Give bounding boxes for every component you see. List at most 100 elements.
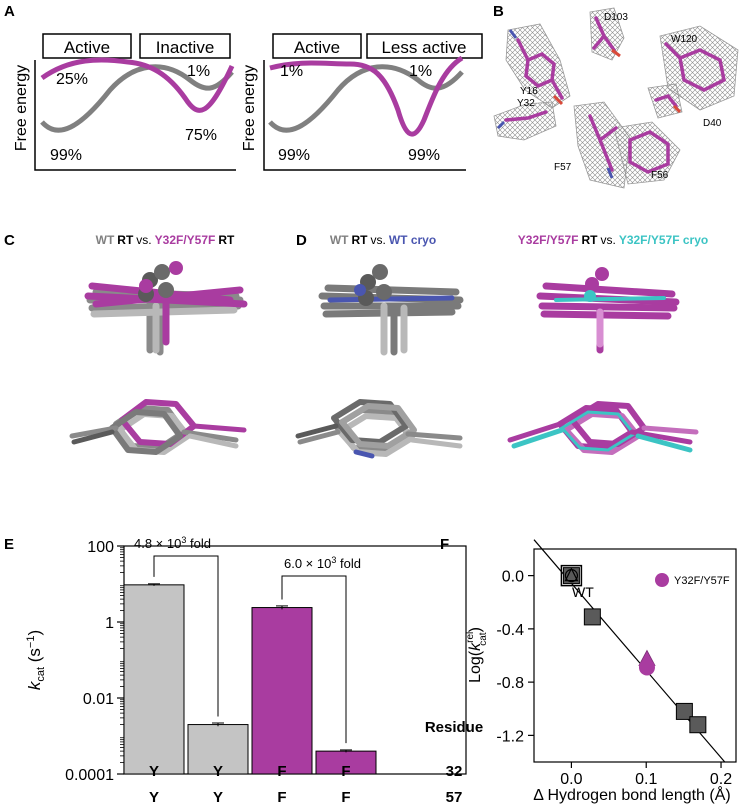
state-box-active-2 — [272, 33, 362, 59]
fold-bracket-1 — [153, 555, 219, 717]
c-title-vs: vs. — [136, 233, 151, 247]
panel-label-d: D — [296, 232, 307, 249]
residue-label-w120: W120 — [671, 34, 698, 45]
fold-label-2: 6.0 × 103 fold — [284, 555, 361, 571]
y-tick-label: -0.8 — [496, 675, 524, 692]
atom-sphere — [376, 284, 392, 300]
d2-title-vs: vs. — [600, 233, 615, 247]
residue-sticks — [504, 16, 726, 174]
state-label-less-active: Less active — [381, 38, 466, 57]
d-title-rt: RT — [351, 233, 368, 247]
x-tick-label: 0.0 — [560, 771, 582, 788]
residue-label-y16: Y16 — [520, 86, 538, 97]
data-point-square — [689, 716, 707, 734]
residue-number: 57 — [446, 789, 463, 806]
x-tick-label: 0.1 — [635, 771, 657, 788]
pct-gray-right: 1% — [187, 63, 210, 80]
atom-sphere — [372, 264, 388, 280]
y-axis-label: kcat (s−1) — [25, 630, 47, 690]
wt-label: WT — [572, 584, 594, 600]
atom-sphere — [585, 277, 599, 291]
magenta-energy-curve-2 — [269, 55, 464, 137]
atom-sphere — [584, 290, 596, 302]
d-title-cryo: WT cryo — [389, 233, 436, 247]
residue-cell: F — [277, 763, 286, 780]
state-label-inactive: Inactive — [156, 38, 215, 57]
legend-marker — [655, 573, 669, 587]
atom-sphere — [158, 282, 174, 298]
c-title-wt: WT — [96, 233, 115, 247]
bar — [251, 607, 313, 775]
panel-a-left: Active Inactive Free energy 25% 1% 99% 7… — [13, 33, 236, 171]
residue-cell: F — [341, 789, 350, 806]
c-title-mutant: Y32F/Y57F — [155, 233, 216, 247]
y-tick-label: 0.0 — [502, 569, 524, 586]
c-ensemble-ring — [69, 399, 247, 455]
atom-sphere — [595, 267, 609, 281]
panel-a-right: Active Less active Free energy 1% 1% 99%… — [241, 33, 483, 171]
wt-marker-square — [560, 564, 583, 587]
d2-title-cryo: Y32F/Y57F cryo — [619, 233, 708, 247]
pct-magenta-left: 25% — [56, 71, 88, 88]
panel-label-e: E — [4, 536, 14, 553]
residue-cell: Y — [213, 763, 223, 780]
residue-header: Residue — [425, 719, 483, 736]
pct-gray-left-2: 99% — [278, 147, 310, 164]
d-title-vs: vs. — [370, 233, 385, 247]
cryo-stick — [327, 295, 455, 303]
energy-axis-label: Free energy — [13, 65, 30, 151]
bar — [187, 724, 249, 775]
residue-cell: Y — [149, 789, 159, 806]
state-box-active — [42, 33, 132, 59]
d-ensemble-ring-mutant — [507, 401, 699, 455]
electron-density-view: D103 W120 Y16 Y32 D40 F57 F56 — [493, 7, 739, 189]
residue-cell: F — [341, 763, 350, 780]
residue-label-f56: F56 — [651, 170, 669, 181]
y-tick-label: 0.01 — [83, 691, 114, 708]
y-tick-label: 0.0001 — [65, 767, 114, 784]
bar — [123, 584, 185, 775]
legend-label: Y32F/Y57F — [674, 575, 730, 587]
pct-magenta-left-2: 1% — [280, 63, 303, 80]
panel-label-a: A — [4, 3, 15, 20]
residue-label-d40: D40 — [703, 118, 722, 129]
y-axis-label: Log(krel cat) — [465, 627, 489, 683]
panel-label-b: B — [493, 3, 504, 20]
x-axis-label: Δ Hydrogen bond length (Å) — [533, 785, 730, 804]
wt-marker-triangle — [564, 567, 579, 582]
c-ensemble-side — [84, 261, 248, 356]
y-tick-label: 100 — [87, 539, 114, 556]
residue-label-y32: Y32 — [517, 98, 535, 109]
residue-label-d103: D103 — [604, 12, 628, 23]
energy-axis-label-2: Free energy — [241, 65, 258, 151]
residue-cell: Y — [213, 789, 223, 806]
pct-gray-left: 99% — [50, 147, 82, 164]
panel-d-title-right: Y32F/Y57F RT vs. Y32F/Y57F cryo — [518, 233, 708, 247]
residue-cell: F — [277, 789, 286, 806]
gray-energy-curve — [40, 64, 234, 133]
state-label-active: Active — [64, 38, 110, 57]
cryo-stick — [554, 296, 666, 302]
nitrogen-atoms — [496, 29, 614, 179]
oxygen-atoms — [552, 48, 682, 114]
pct-gray-right-2: 1% — [409, 63, 432, 80]
magenta-energy-curve — [40, 57, 235, 113]
panel-label-c: C — [4, 232, 15, 249]
panel-c-title: WT RT vs. Y32F/Y57F RT — [96, 233, 235, 247]
d-title-wt: WT — [330, 233, 349, 247]
panel-d-title-left: WT RT vs. WT cryo — [330, 233, 436, 247]
data-point-square — [675, 702, 693, 720]
d-ensemble-ring-wt — [295, 399, 463, 459]
state-box-inactive — [139, 33, 231, 59]
hbond-scatter-plot: Log(krel cat) Δ Hydrogen bond length (Å) … — [465, 539, 737, 804]
fold-bracket-2 — [281, 575, 347, 744]
x-tick-label: 0.2 — [710, 771, 732, 788]
d2-title-rt: RT — [581, 233, 598, 247]
atom-sphere — [154, 264, 170, 280]
d-ensemble-side-mutant — [536, 267, 680, 354]
c-title-rt: RT — [117, 233, 134, 247]
residue-cell: Y — [149, 763, 159, 780]
y-tick-label: 1 — [105, 615, 114, 632]
pct-magenta-right: 75% — [185, 127, 217, 144]
